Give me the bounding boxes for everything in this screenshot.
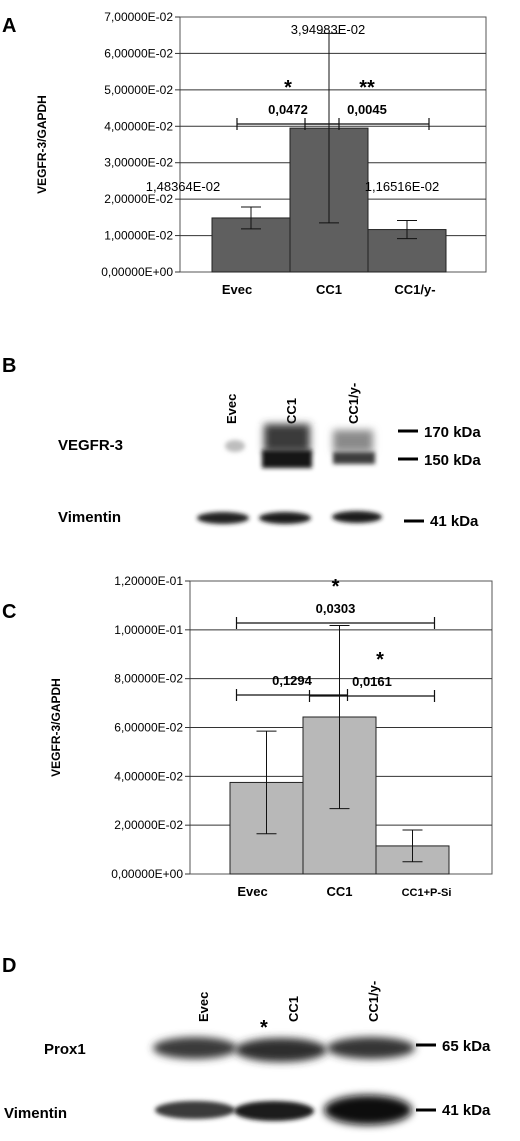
chart-a-data-label-2: 1,16516E-02: [365, 179, 439, 194]
band-cc1-vimentin-d: [234, 1101, 314, 1121]
panel-a-letter: A: [2, 15, 16, 37]
band-evec-vegfr3: [225, 440, 245, 452]
band-evec-vimentin-d: [155, 1101, 235, 1119]
chart-c-ytick-label: 1,00000E-01: [114, 623, 183, 637]
band-cc1-vimentin: [259, 512, 311, 524]
chart-a-category-label-0: Evec: [222, 282, 252, 297]
band-cc1y-vimentin-d: [324, 1095, 412, 1125]
row-label-vimentin: Vimentin: [58, 509, 121, 526]
chart-c-pvalue-1: 0,0161: [352, 674, 392, 689]
chart-c-sig-bracket-2: [235, 617, 436, 629]
band-cc1y-prox1: [327, 1037, 415, 1059]
blot-d: Evec CC1 * CC1/y- Prox1 Vimentin 65 kDa …: [4, 981, 491, 1125]
blot-b: Evec CC1 CC1/y- VEGFR-3 Vimentin 170 kDa…: [58, 383, 481, 530]
chart-c-ytick-label: 6,00000E-02: [114, 721, 183, 735]
chart-c-category-label-2: CC1+P-Si: [402, 887, 452, 899]
lane-label-cc1: CC1: [284, 398, 299, 424]
chart-a-ytick-label: 5,00000E-02: [104, 83, 173, 97]
chart-c-ytick-label: 4,00000E-02: [114, 769, 183, 783]
chart-c: 0,00000E+00 2,00000E-02 4,00000E-02 6,00000…: [49, 574, 493, 899]
chart-a-ytick-label: 3,00000E-02: [104, 156, 173, 170]
chart-c-ytick-label: 8,00000E-02: [114, 672, 183, 686]
band-evec-prox1: [153, 1037, 237, 1059]
chart-a-ytick-label: 1,00000E-02: [104, 229, 173, 243]
band-cc1-150: [262, 450, 312, 468]
chart-c-sig-bracket-0: [235, 689, 349, 701]
marker-170: 170 kDa: [424, 424, 481, 441]
chart-a-category-label-1: CC1: [316, 282, 342, 297]
row-label-vegfr3: VEGFR-3: [58, 437, 123, 454]
lane-label-evec: Evec: [224, 394, 239, 424]
chart-a-ytick-label: 0,00000E+00: [101, 265, 173, 279]
band-cc1-170: [264, 424, 310, 452]
chart-c-sig-stars-1: *: [376, 649, 384, 671]
lane-label-cc1-d: CC1: [286, 996, 301, 1022]
marker-41-b: 41 kDa: [430, 513, 479, 530]
band-cc1y-vimentin: [332, 511, 382, 523]
panel-c-letter: C: [2, 601, 16, 623]
chart-a: 0,00000E+00 1,00000E-02 2,00000E-02 3,00000…: [35, 10, 487, 297]
lane-label-cc1y-d: CC1/y-: [366, 981, 381, 1022]
chart-c-ylabel: VEGFR-3/GAPDH: [49, 678, 63, 777]
panel-d-letter: D: [2, 955, 16, 977]
chart-a-ytick-label: 6,00000E-02: [104, 46, 173, 60]
chart-c-ytick-label: 1,20000E-01: [114, 574, 183, 588]
row-label-prox1: Prox1: [44, 1041, 86, 1058]
row-label-vimentin-d: Vimentin: [4, 1105, 67, 1122]
lane-star-d: *: [260, 1017, 268, 1039]
band-cc1y-150: [333, 452, 375, 464]
marker-150: 150 kDa: [424, 452, 481, 469]
chart-c-sig-bracket-1: [308, 690, 436, 702]
chart-a-bar-2: [367, 229, 447, 273]
lane-label-evec-d: Evec: [196, 992, 211, 1022]
prox1-bands: [153, 1037, 415, 1062]
chart-a-category-label-2: CC1/y-: [394, 282, 435, 297]
panel-b-letter: B: [2, 355, 16, 377]
lane-label-cc1y: CC1/y-: [346, 383, 361, 424]
band-cc1-prox1: [235, 1038, 327, 1062]
chart-c-pvalue-0: 0,1294: [272, 673, 313, 688]
chart-a-sig-stars-0: *: [284, 77, 292, 99]
band-evec-vimentin: [197, 512, 249, 524]
vimentin-bands-d: [155, 1095, 412, 1125]
chart-a-sig-bracket-1: [304, 118, 430, 130]
chart-a-data-label-1: 3,94983E-02: [291, 22, 365, 37]
chart-c-category-label-1: CC1: [326, 884, 352, 899]
vegfr3-bands: [225, 424, 375, 468]
chart-c-pvalue-2: 0,0303: [316, 601, 356, 616]
marker-65: 65 kDa: [442, 1038, 491, 1055]
vimentin-bands-b: [197, 511, 382, 524]
chart-c-ytick-label: 2,00000E-02: [114, 818, 183, 832]
chart-c-category-label-0: Evec: [237, 884, 267, 899]
chart-a-ytick-label: 2,00000E-02: [104, 192, 173, 206]
chart-a-pvalue-0: 0,0472: [268, 102, 308, 117]
chart-a-sig-stars-1: **: [359, 77, 375, 99]
chart-a-data-label-0: 1,48364E-02: [146, 179, 220, 194]
chart-a-ytick-label: 4,00000E-02: [104, 119, 173, 133]
chart-a-ylabel: VEGFR-3/GAPDH: [35, 95, 49, 194]
chart-a-ytick-label: 7,00000E-02: [104, 10, 173, 24]
chart-c-sig-stars-2: *: [332, 576, 340, 598]
chart-c-ytick-label: 0,00000E+00: [111, 867, 183, 881]
chart-a-pvalue-1: 0,0045: [347, 102, 387, 117]
marker-41-d: 41 kDa: [442, 1102, 491, 1119]
band-cc1y-170: [333, 430, 373, 452]
